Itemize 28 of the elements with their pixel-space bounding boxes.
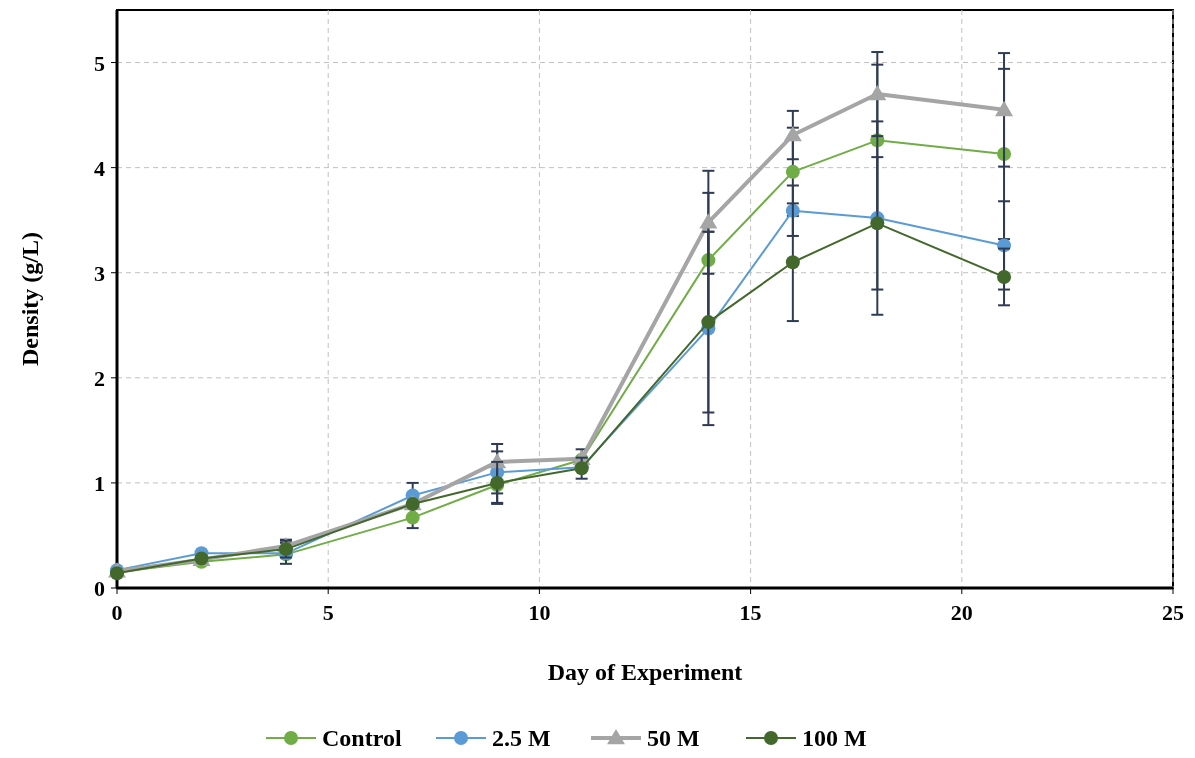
point xyxy=(405,510,420,525)
y-tick-label: 5 xyxy=(94,50,105,76)
x-axis-title: Day of Experiment xyxy=(547,659,743,685)
point xyxy=(995,100,1014,117)
x-tick-label: 25 xyxy=(1162,600,1184,625)
point xyxy=(785,164,800,179)
point xyxy=(783,126,802,142)
y-tick-label: 3 xyxy=(94,260,105,286)
x-tick-label: 5 xyxy=(322,600,334,625)
x-tick-label: 0 xyxy=(111,600,123,625)
y-tick-label: 0 xyxy=(94,576,105,601)
y-tick-label: 4 xyxy=(94,155,105,181)
x-tick-label: 15 xyxy=(739,600,762,625)
point xyxy=(785,255,800,270)
point xyxy=(870,216,885,231)
legend-label: Control xyxy=(322,725,402,751)
legend-label: 2.5 M xyxy=(492,725,551,751)
y-axis-title: Density (g/L) xyxy=(17,232,43,366)
point xyxy=(701,315,716,330)
point xyxy=(699,213,718,229)
x-tick-label: 10 xyxy=(528,600,551,625)
y-tick-label: 1 xyxy=(94,470,105,496)
legend-label: 100 M xyxy=(802,725,867,751)
point xyxy=(868,85,887,101)
y-tick-label: 2 xyxy=(94,365,105,391)
x-tick-label: 20 xyxy=(950,600,973,625)
point xyxy=(997,269,1012,284)
legend-label: 50 M xyxy=(647,725,700,751)
